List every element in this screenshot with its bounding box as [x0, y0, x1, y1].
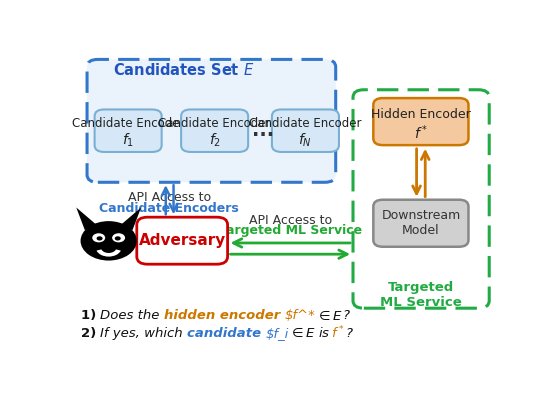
Polygon shape	[76, 208, 96, 230]
Text: Candidate Encoder: Candidate Encoder	[249, 117, 362, 130]
Text: 1): 1)	[80, 309, 100, 322]
Text: $f_i: $f_i	[266, 327, 289, 340]
Text: $f^*$: $f^*$	[413, 123, 428, 141]
Wedge shape	[97, 249, 121, 256]
Text: If yes, which: If yes, which	[100, 327, 187, 340]
Text: Adversary: Adversary	[138, 233, 226, 248]
FancyBboxPatch shape	[373, 200, 469, 247]
Text: Candidate Encoders: Candidate Encoders	[99, 202, 239, 215]
Text: $f^*: $f^*	[285, 309, 316, 322]
Text: $f^*$: $f^*$	[331, 325, 345, 341]
Circle shape	[80, 221, 137, 260]
FancyBboxPatch shape	[95, 110, 162, 152]
FancyBboxPatch shape	[181, 110, 248, 152]
Text: $\in E$: $\in E$	[316, 309, 343, 323]
Text: $f_N$: $f_N$	[299, 131, 312, 149]
Text: Candidate Encoder: Candidate Encoder	[158, 117, 271, 130]
Text: Candidate Encoder: Candidate Encoder	[72, 117, 184, 130]
Text: $f_2$: $f_2$	[209, 131, 220, 149]
Text: Downstream: Downstream	[381, 209, 460, 222]
Text: ?: ?	[343, 309, 350, 322]
Text: Targeted ML Service: Targeted ML Service	[219, 224, 362, 237]
FancyBboxPatch shape	[137, 217, 228, 264]
Text: 😈: 😈	[108, 240, 109, 242]
FancyBboxPatch shape	[272, 110, 339, 152]
Circle shape	[92, 233, 105, 242]
Text: Targeted
ML Service: Targeted ML Service	[380, 281, 462, 309]
Circle shape	[112, 233, 125, 242]
Text: 2): 2)	[80, 327, 100, 340]
Text: $f_1$: $f_1$	[122, 131, 134, 149]
Text: ?: ?	[345, 327, 352, 340]
Text: hidden encoder: hidden encoder	[164, 309, 285, 322]
Polygon shape	[122, 208, 141, 230]
Text: API Access to: API Access to	[128, 191, 211, 204]
FancyBboxPatch shape	[87, 59, 336, 182]
Text: Model: Model	[402, 224, 440, 237]
Text: Does the: Does the	[100, 309, 164, 322]
FancyBboxPatch shape	[373, 98, 469, 145]
Text: ...: ...	[252, 121, 275, 140]
Text: candidate: candidate	[187, 327, 266, 340]
Text: $\in E$ is: $\in E$ is	[289, 326, 331, 340]
Circle shape	[115, 236, 121, 240]
Text: API Access to: API Access to	[249, 214, 332, 227]
Text: Candidates Set $E$: Candidates Set $E$	[113, 62, 254, 78]
Circle shape	[97, 236, 103, 240]
Text: Hidden Encoder: Hidden Encoder	[371, 108, 471, 121]
